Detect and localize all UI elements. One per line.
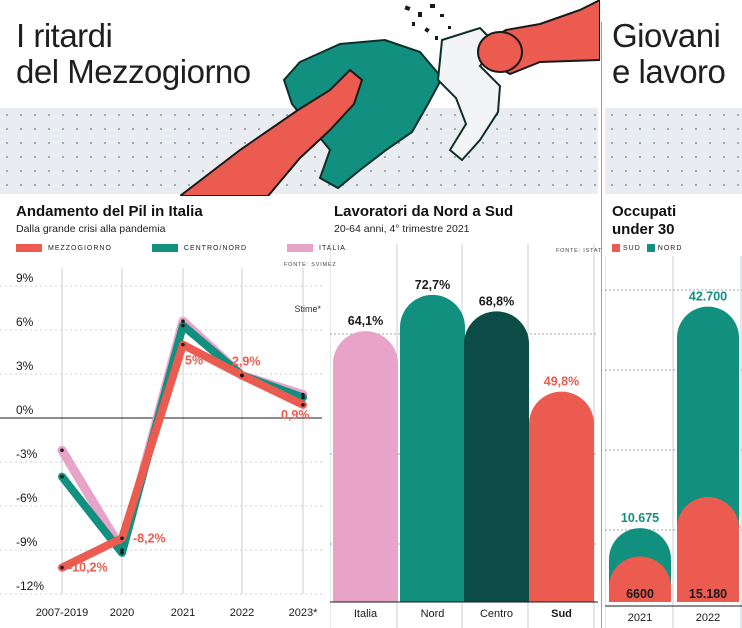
pil-data-label-0: -10,2% <box>68 561 108 575</box>
lavoratori-bar-chart: 64,1% Italia 72,7% Nord 68,8% Centro 49,8% Sud <box>330 244 598 628</box>
legend-label-sud: SUD <box>623 244 641 252</box>
pil-chart-title: Andamento del Pil in Italia <box>16 203 203 220</box>
header-title-left: I ritardi del Mezzogiorno <box>16 18 251 90</box>
pil-data-label-2: 5% <box>185 354 203 368</box>
header-title-right: Giovani e lavoro <box>612 17 726 90</box>
occ-xtick-0: 2021 <box>628 612 652 624</box>
lav-value-label-1: 72,7% <box>415 278 450 292</box>
pil-ytick-0: 9% <box>16 271 34 285</box>
occupati-legend: SUD NORD <box>612 244 682 252</box>
header-title-right-line2: e lavoro <box>612 53 726 90</box>
crumbs-icon <box>404 4 451 40</box>
legend-swatch-mezzogiorno <box>16 244 42 252</box>
pil-point-0-0 <box>60 565 64 570</box>
pil-data-label-3: 2,9% <box>232 354 261 368</box>
lav-xtick-2: Centro <box>480 608 513 620</box>
legend-label-mezzogiorno: MEZZOGIORNO <box>48 244 112 252</box>
pil-xtick-3: 2022 <box>230 607 254 619</box>
legend-swatch-sud <box>612 244 620 252</box>
pil-point-0-2 <box>181 342 185 347</box>
occ-label-sud-1: 15.180 <box>689 587 727 601</box>
pil-chart-subtitle: Dalla grande crisi alla pandemia <box>16 223 166 235</box>
pil-point-2-4 <box>301 392 305 397</box>
section-divider <box>601 22 602 628</box>
pil-point-1-4 <box>301 395 305 400</box>
legend-mezzogiorno: MEZZOGIORNO <box>16 244 112 252</box>
pil-ytick-5: -6% <box>16 491 38 505</box>
lav-xtick-0: Italia <box>354 608 378 620</box>
pil-xtick-4: 2023* <box>289 607 318 619</box>
occ-label-nord-1: 42.700 <box>689 290 727 304</box>
pil-ytick-3: 0% <box>16 403 34 417</box>
legend-label-nord: NORD <box>657 244 683 252</box>
pil-xtick-0: 2007-2019 <box>36 607 89 619</box>
lav-xtick-1: Nord <box>421 608 445 620</box>
occupati-bar-chart: 10.675 42.700 6600 15.180 2021 2022 <box>605 256 742 628</box>
pil-annotation: Stime* <box>294 304 321 314</box>
occ-bar-sud-2022 <box>677 497 739 602</box>
pil-data-label-4: 0,9% <box>281 408 310 422</box>
pil-ytick-4: -3% <box>16 447 38 461</box>
pil-legend: MEZZOGIORNO CENTRO/NORD ITALIA <box>16 244 346 252</box>
pil-point-1-0 <box>60 474 64 479</box>
legend-label-centro-nord: CENTRO/NORD <box>183 244 248 252</box>
pil-xtick-2: 2021 <box>171 607 195 619</box>
pil-point-1-1 <box>120 551 124 555</box>
dotted-band-right <box>605 108 742 194</box>
occ-xtick-1: 2022 <box>696 612 720 624</box>
legend-nord: NORD <box>646 244 683 252</box>
header-title-left-line1: I ritardi <box>16 17 113 54</box>
pil-point-2-1 <box>120 548 124 552</box>
hands-italy-illustration <box>180 0 600 196</box>
occupati-chart-title: Occupati under 30 <box>612 203 677 238</box>
pil-ytick-7: -12% <box>16 579 44 593</box>
legend-swatch-centro-nord <box>151 244 178 252</box>
lav-bar-nord <box>400 294 465 602</box>
header-title-right-line1: Giovani <box>612 17 721 54</box>
lavoratori-chart-subtitle: 20-64 anni, 4° trimestre 2021 <box>334 223 470 235</box>
pil-ytick-6: -9% <box>16 535 38 549</box>
lav-xtick-3: Sud <box>551 608 572 620</box>
legend-swatch-italia <box>287 244 314 252</box>
lav-bar-italia <box>333 331 398 602</box>
legend-sud: SUD <box>612 244 641 252</box>
pil-point-0-1 <box>120 536 124 541</box>
occ-label-sud-0: 6600 <box>626 587 654 601</box>
header-title-left-line2: del Mezzogiorno <box>16 53 251 90</box>
legend-label-italia: ITALIA <box>319 244 346 252</box>
lav-value-label-2: 68,8% <box>479 294 514 308</box>
pil-point-1-2 <box>181 323 185 328</box>
pil-ytick-1: 6% <box>16 315 34 329</box>
pil-xtick-1: 2020 <box>110 607 134 619</box>
pil-point-0-4 <box>301 403 305 407</box>
pil-point-2-2 <box>181 319 185 323</box>
occ-bar-sud-2021 <box>609 556 671 602</box>
lav-value-label-0: 64,1% <box>348 314 383 328</box>
pil-ytick-2: 3% <box>16 359 34 373</box>
legend-centro-nord: CENTRO/NORD <box>151 244 248 252</box>
occ-label-nord-0: 10.675 <box>621 511 659 525</box>
pil-point-2-0 <box>60 448 64 453</box>
lav-bar-centro <box>464 311 529 602</box>
legend-italia: ITALIA <box>287 244 346 252</box>
legend-swatch-nord <box>646 244 655 252</box>
lavoratori-source: FONTE: ISTAT <box>556 248 603 254</box>
lavoratori-chart-title: Lavoratori da Nord a Sud <box>334 203 514 220</box>
lav-value-label-3: 49,8% <box>544 375 579 389</box>
pil-source: FONTE: SVIMEZ <box>284 262 337 268</box>
lav-bar-sud <box>529 391 594 602</box>
pil-point-2-3 <box>240 373 244 378</box>
pil-line-chart: 9% 6% 3% 0% -3% -6% -9% -12% Stime* -10,2% -8,2% 5%… <box>0 268 322 619</box>
pil-data-label-1: -8,2% <box>133 531 166 545</box>
